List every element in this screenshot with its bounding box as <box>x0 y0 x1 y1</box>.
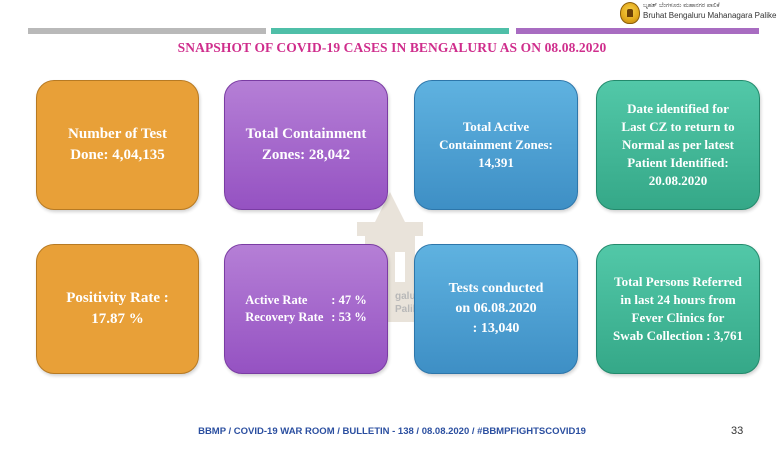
logo-kannada-text: ಬೃಹತ್ ಬೆಂಗಳೂರು ಮಹಾನಗರ ಪಾಲಿಕೆ <box>643 2 720 9</box>
card-tests-done: Number of Test Done: 4,04,135 <box>36 80 199 210</box>
card-persons-referred: Total Persons Referred in last 24 hours … <box>596 244 760 374</box>
page-number: 33 <box>731 425 744 437</box>
positivity-rate-text: Positivity Rate : 17.87 % <box>66 290 169 327</box>
card-positivity-rate: Positivity Rate : 17.87 % <box>36 244 199 374</box>
tests-conducted-text: Tests conducted on 06.08.2020 : 13,040 <box>448 281 544 336</box>
rates-block: Active Rate : 47 % Recovery Rate : 53 % <box>245 292 366 326</box>
header-divider-grey <box>28 28 266 34</box>
card-active-containment-zones: Total Active Containment Zones: 14,391 <box>414 80 578 210</box>
active-containment-text: Total Active Containment Zones: 14,391 <box>439 119 553 170</box>
footer-bulletin: BBMP / COVID-19 WAR ROOM / BULLETIN - 13… <box>198 426 586 437</box>
tests-done-text: Number of Test Done: 4,04,135 <box>68 126 167 163</box>
logo-english-text: Bruhat Bengaluru Mahanagara Palike <box>643 11 777 20</box>
card-last-cz-date: Date identified for Last CZ to return to… <box>596 80 760 210</box>
card-total-containment-zones: Total Containment Zones: 28,042 <box>224 80 388 210</box>
active-rate-value: : 47 % <box>331 293 367 307</box>
watermark-text: galuru Palike <box>395 291 426 315</box>
active-rate-label: Active Rate <box>245 293 308 307</box>
recovery-rate-value: : 53 % <box>331 310 367 324</box>
card-active-recovery-rate: Active Rate : 47 % Recovery Rate : 53 % <box>224 244 388 374</box>
active-rate-row: Active Rate : 47 % <box>245 292 366 309</box>
recovery-rate-label: Recovery Rate <box>245 310 324 324</box>
header-divider-teal <box>271 28 509 34</box>
card-tests-conducted: Tests conducted on 06.08.2020 : 13,040 <box>414 244 578 374</box>
recovery-rate-row: Recovery Rate : 53 % <box>245 309 366 326</box>
last-cz-date-text: Date identified for Last CZ to return to… <box>621 101 735 188</box>
persons-referred-text: Total Persons Referred in last 24 hours … <box>613 274 743 343</box>
page-title: SNAPSHOT OF COVID-19 CASES IN BENGALURU … <box>177 40 607 55</box>
bbmp-emblem-icon <box>620 2 640 24</box>
bbmp-logo: ಬೃಹತ್ ಬೆಂಗಳೂರು ಮಹಾನಗರ ಪಾಲಿಕೆ Bruhat Beng… <box>620 2 780 24</box>
header-divider-purple <box>516 28 759 34</box>
total-containment-text: Total Containment Zones: 28,042 <box>245 126 367 163</box>
